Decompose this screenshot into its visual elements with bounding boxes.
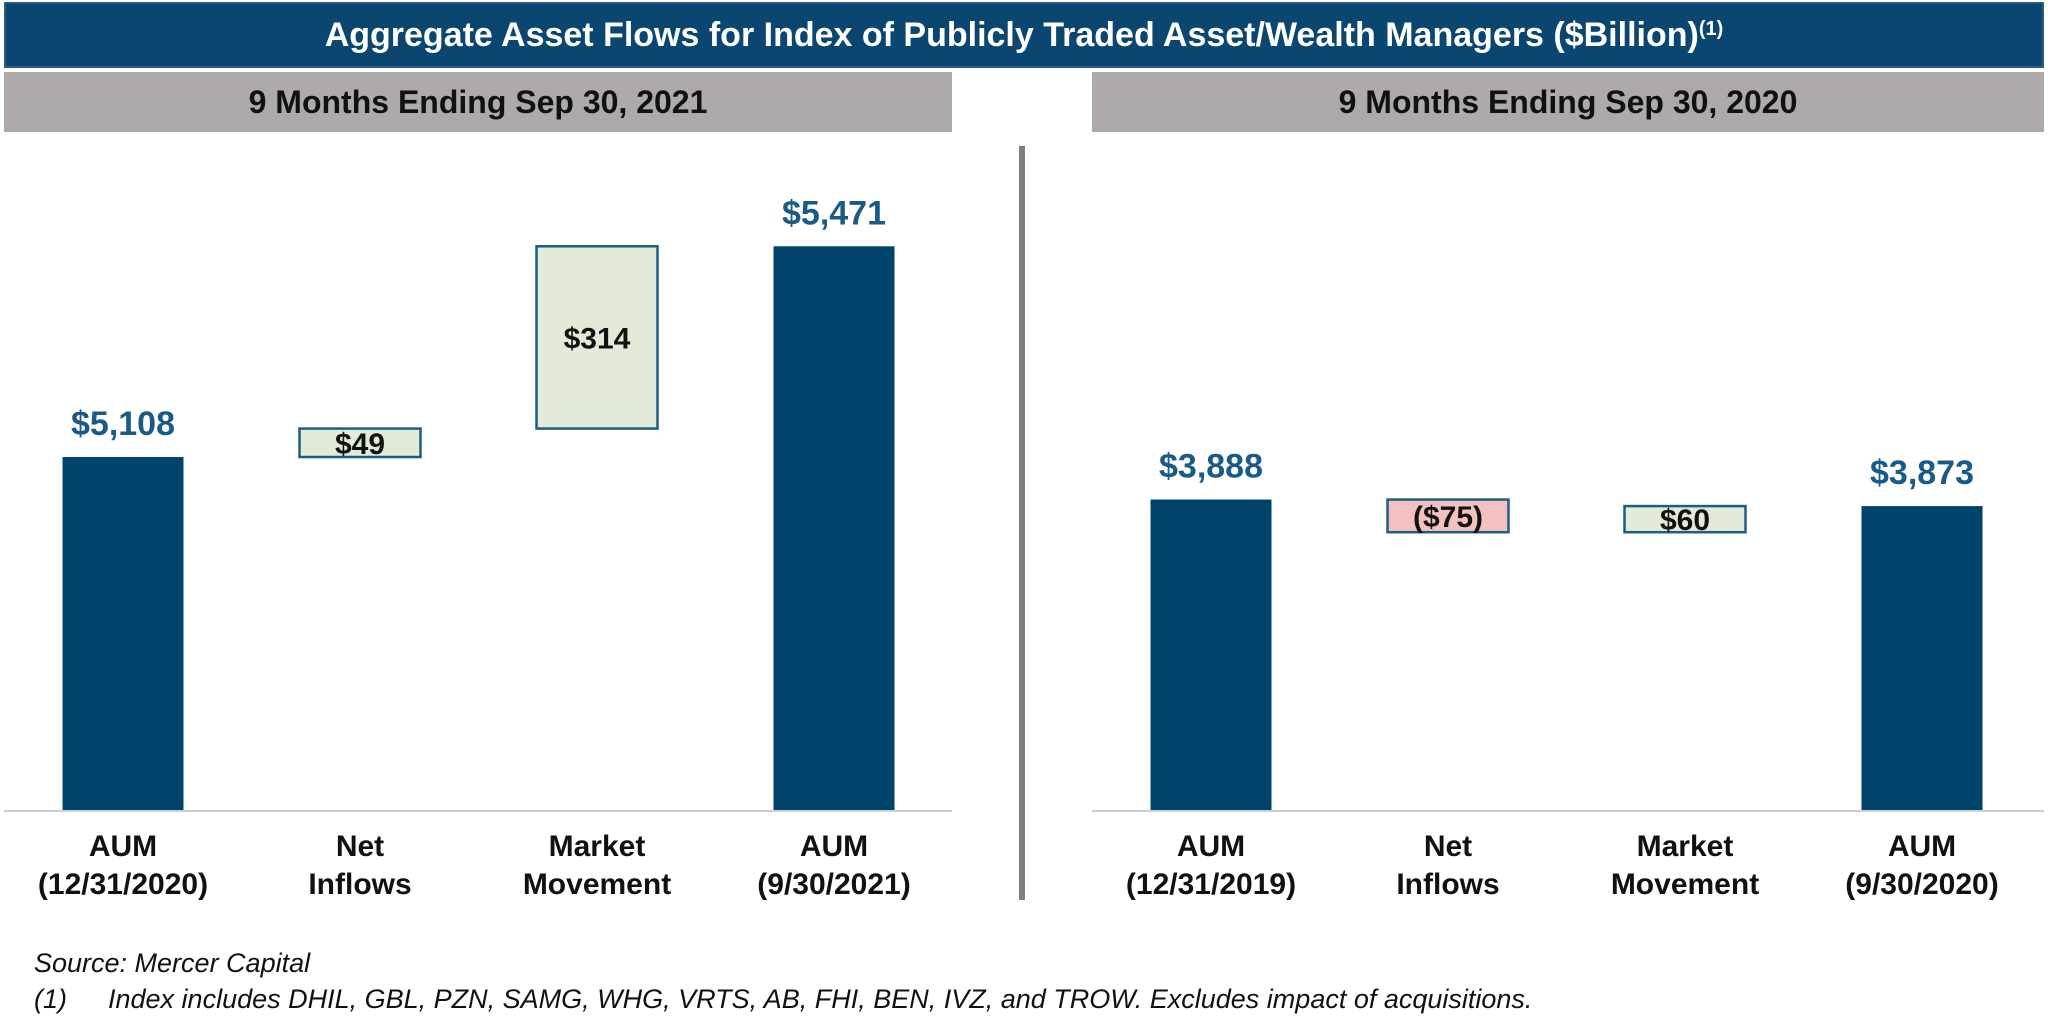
- x-tick-label: AUM (9/30/2021): [757, 830, 911, 901]
- x-tick-label: AUM (12/31/2020): [37, 830, 209, 901]
- bar: [773, 246, 895, 811]
- footnote-marker: (1): [34, 984, 67, 1014]
- bar: [62, 457, 184, 810]
- value-label: $5,108: [71, 405, 175, 443]
- bar: [1861, 506, 1983, 810]
- title-superscript: (1): [1698, 17, 1724, 40]
- source: Source: Mercer Capital: [34, 948, 311, 978]
- x-tick-label: Net Inflows: [1396, 830, 1500, 901]
- value-label: $60: [1660, 504, 1710, 537]
- bar: [1150, 499, 1272, 810]
- value-label: ($75): [1413, 501, 1483, 534]
- value-label: $49: [335, 428, 385, 461]
- x-tick-label: Market Movement: [522, 830, 672, 901]
- x-tick-label: Market Movement: [1610, 830, 1760, 901]
- x-tick-label: AUM (9/30/2020): [1845, 830, 1999, 901]
- subtitle: 9 Months Ending Sep 30, 2020: [1092, 72, 2044, 132]
- footnote: Index includes DHIL, GBL, PZN, SAMG, WHG…: [108, 984, 1533, 1014]
- bar: [535, 245, 659, 430]
- bar: [298, 427, 422, 459]
- value-label: $314: [564, 322, 631, 355]
- bar: [1623, 504, 1747, 534]
- header: Aggregate Asset Flows for Index of Publi…: [4, 2, 2044, 68]
- x-tick-label: AUM (12/31/2019): [1125, 830, 1297, 901]
- subtitle: 9 Months Ending Sep 30, 2021: [4, 72, 952, 132]
- value-label: $3,888: [1159, 448, 1263, 486]
- value-label: $3,873: [1870, 454, 1974, 492]
- bar: [1386, 498, 1510, 534]
- title: Aggregate Asset Flows for Index of Publi…: [324, 15, 1699, 54]
- value-label: $5,471: [782, 194, 886, 232]
- x-tick-label: Net Inflows: [308, 830, 412, 901]
